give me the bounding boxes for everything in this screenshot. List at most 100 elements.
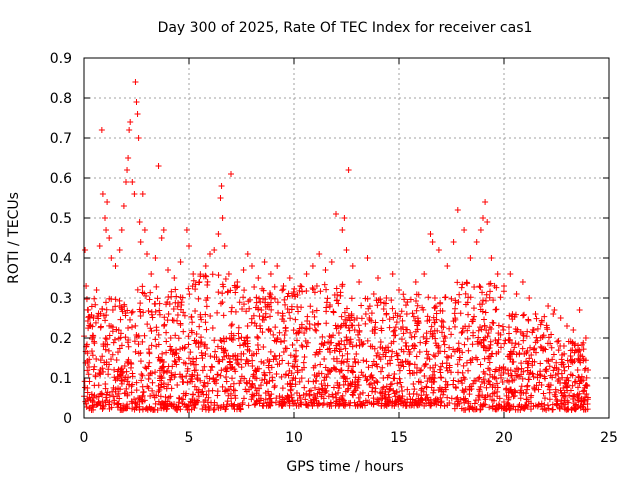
data-point: [139, 393, 146, 400]
data-point: [267, 313, 274, 320]
data-point: [397, 313, 404, 320]
data-point: [435, 343, 442, 350]
data-point: [481, 323, 488, 330]
data-point: [205, 394, 212, 401]
data-point: [165, 310, 172, 317]
data-point: [500, 326, 507, 333]
data-point: [304, 339, 311, 346]
data-point: [187, 360, 194, 367]
data-point: [160, 227, 167, 233]
data-point: [490, 297, 497, 304]
data-point: [244, 337, 251, 344]
data-point: [194, 372, 201, 379]
data-point: [540, 332, 547, 339]
data-point: [172, 299, 179, 306]
data-point: [227, 287, 234, 294]
data-point: [115, 401, 122, 408]
data-point: [564, 323, 570, 329]
data-point: [267, 271, 274, 277]
data-point: [496, 367, 503, 374]
data-point: [133, 404, 140, 411]
data-point: [483, 327, 490, 334]
data-point: [565, 363, 572, 370]
data-point: [553, 365, 560, 372]
data-point: [523, 349, 530, 356]
data-point: [291, 285, 298, 292]
data-point: [129, 179, 136, 185]
data-point: [86, 356, 93, 363]
data-point: [420, 306, 427, 313]
data-point: [135, 332, 142, 339]
data-point: [133, 379, 140, 386]
data-point: [282, 301, 289, 308]
data-point: [479, 301, 486, 308]
data-point: [524, 382, 531, 389]
data-point: [506, 312, 513, 319]
data-point: [355, 382, 362, 389]
data-point: [538, 400, 545, 407]
data-point: [577, 352, 584, 359]
data-point: [191, 383, 198, 390]
data-point: [529, 326, 536, 333]
data-point: [429, 371, 436, 378]
data-point: [112, 303, 119, 310]
data-point: [458, 284, 465, 291]
data-point: [243, 335, 250, 342]
data-point: [336, 368, 343, 375]
data-point: [399, 359, 406, 366]
data-point: [523, 396, 530, 403]
data-point: [440, 338, 447, 345]
x-tick-label: 15: [390, 430, 408, 446]
data-point: [232, 289, 239, 296]
data-point: [330, 355, 337, 362]
data-point: [554, 402, 561, 409]
data-point: [175, 335, 182, 342]
data-point: [460, 374, 467, 381]
data-point: [544, 402, 551, 409]
data-point: [405, 346, 412, 353]
data-point: [444, 263, 451, 269]
data-point: [355, 331, 362, 338]
data-point: [268, 399, 275, 406]
data-point: [454, 361, 461, 368]
data-point: [310, 286, 317, 293]
data-point: [519, 375, 526, 382]
data-point: [448, 369, 455, 376]
data-point: [155, 354, 162, 361]
data-point: [218, 345, 225, 352]
data-point: [295, 329, 302, 336]
data-point: [262, 396, 269, 403]
data-point: [328, 259, 335, 265]
data-point: [133, 99, 140, 105]
data-point: [266, 395, 273, 402]
data-point: [373, 352, 380, 359]
data-point: [477, 227, 484, 233]
data-point: [422, 396, 429, 403]
data-point: [195, 343, 202, 350]
data-point: [428, 323, 435, 330]
data-point: [279, 385, 286, 392]
data-point: [487, 280, 494, 287]
data-point: [186, 291, 193, 298]
x-tick-label: 25: [600, 430, 618, 446]
data-point: [581, 387, 588, 394]
data-point: [172, 359, 179, 366]
data-point: [246, 305, 253, 312]
data-point: [161, 383, 168, 390]
data-point: [222, 276, 229, 283]
data-point: [109, 307, 116, 314]
data-point: [254, 333, 261, 340]
data-point: [538, 403, 545, 410]
data-point: [117, 316, 124, 323]
data-point: [432, 353, 439, 360]
data-point: [286, 275, 293, 281]
data-point: [438, 317, 445, 324]
data-point: [506, 336, 513, 343]
data-point: [168, 372, 175, 379]
data-point: [335, 329, 342, 336]
data-point: [441, 333, 448, 340]
y-tick-label: 0.4: [50, 251, 72, 267]
data-point: [261, 376, 268, 383]
data-point: [379, 364, 386, 371]
data-point: [457, 310, 464, 317]
